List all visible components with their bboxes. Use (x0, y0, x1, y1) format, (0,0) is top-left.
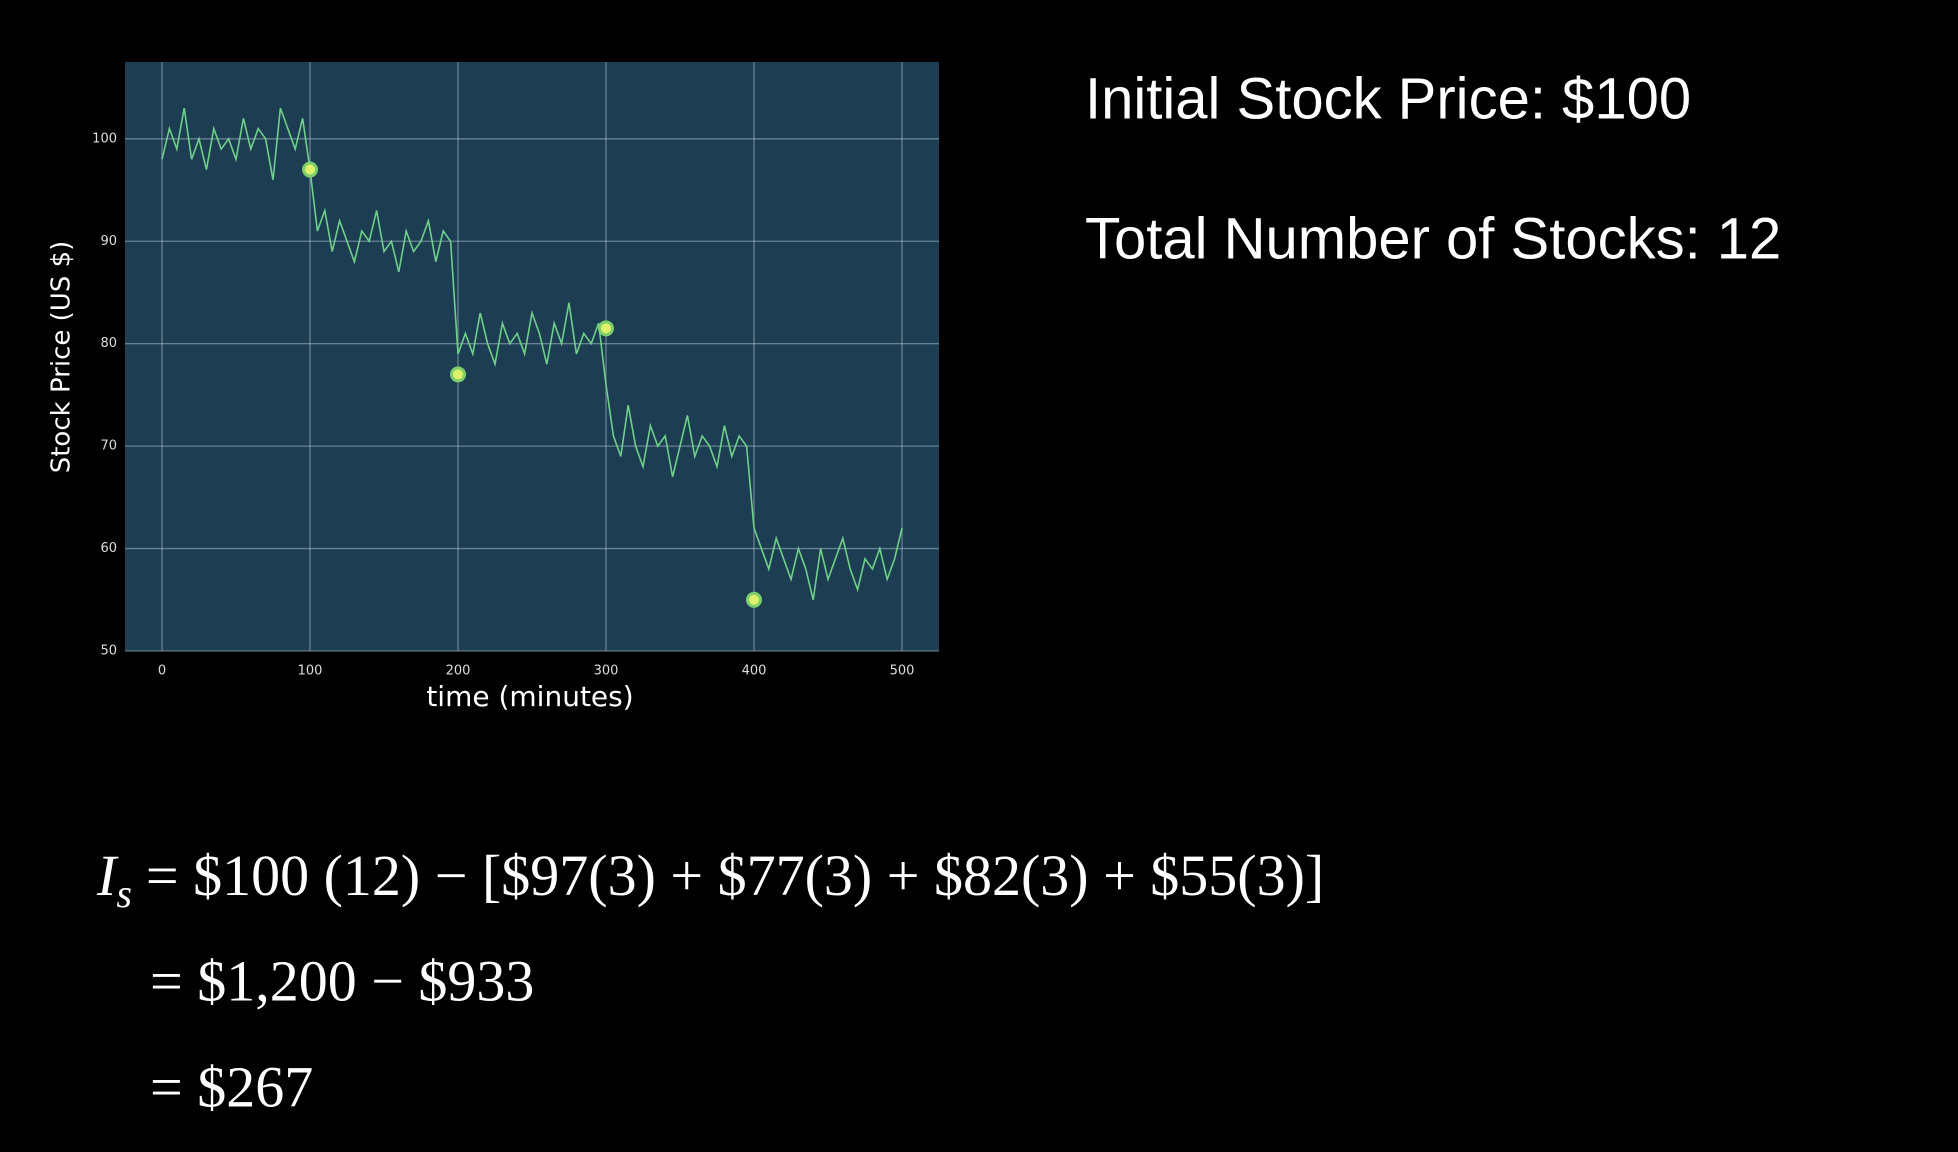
equation-rhs: = $100 (12) − [$97(3) + $77(3) + $82(3) … (146, 843, 1324, 908)
x-tick-label: 400 (742, 664, 767, 679)
plot-area (125, 62, 939, 651)
x-tick-label: 300 (594, 664, 619, 679)
x-tick-label: 0 (158, 664, 166, 679)
equation-line: = $267 (150, 1054, 313, 1119)
trade-point (450, 366, 466, 383)
y-axis-label: Stock Price (US $) (47, 241, 77, 474)
equation-subscript: s (116, 871, 132, 916)
y-tick-label: 50 (100, 644, 117, 659)
y-tick-label: 70 (100, 439, 117, 454)
price-line (161, 107, 903, 600)
y-tick-label: 100 (92, 131, 117, 146)
info-text: Initial Stock Price: $100 (1085, 66, 1691, 131)
equation-line: = $1,200 − $933 (150, 948, 534, 1013)
x-tick-label: 500 (890, 664, 915, 679)
y-tick-label: 80 (100, 336, 117, 351)
equation-lhs: I (96, 843, 119, 908)
trade-point (302, 161, 318, 178)
x-tick-label: 100 (298, 664, 323, 679)
info-text: Total Number of Stocks: 12 (1085, 206, 1781, 271)
trade-point (598, 320, 614, 337)
x-axis-label: time (minutes) (426, 680, 633, 713)
y-tick-label: 90 (100, 234, 117, 249)
trade-point (746, 591, 762, 608)
equation-line: Is = $100 (12) − [$97(3) + $77(3) + $82(3… (96, 843, 1324, 916)
x-tick-label: 200 (446, 664, 471, 679)
y-tick-label: 60 (100, 541, 117, 556)
